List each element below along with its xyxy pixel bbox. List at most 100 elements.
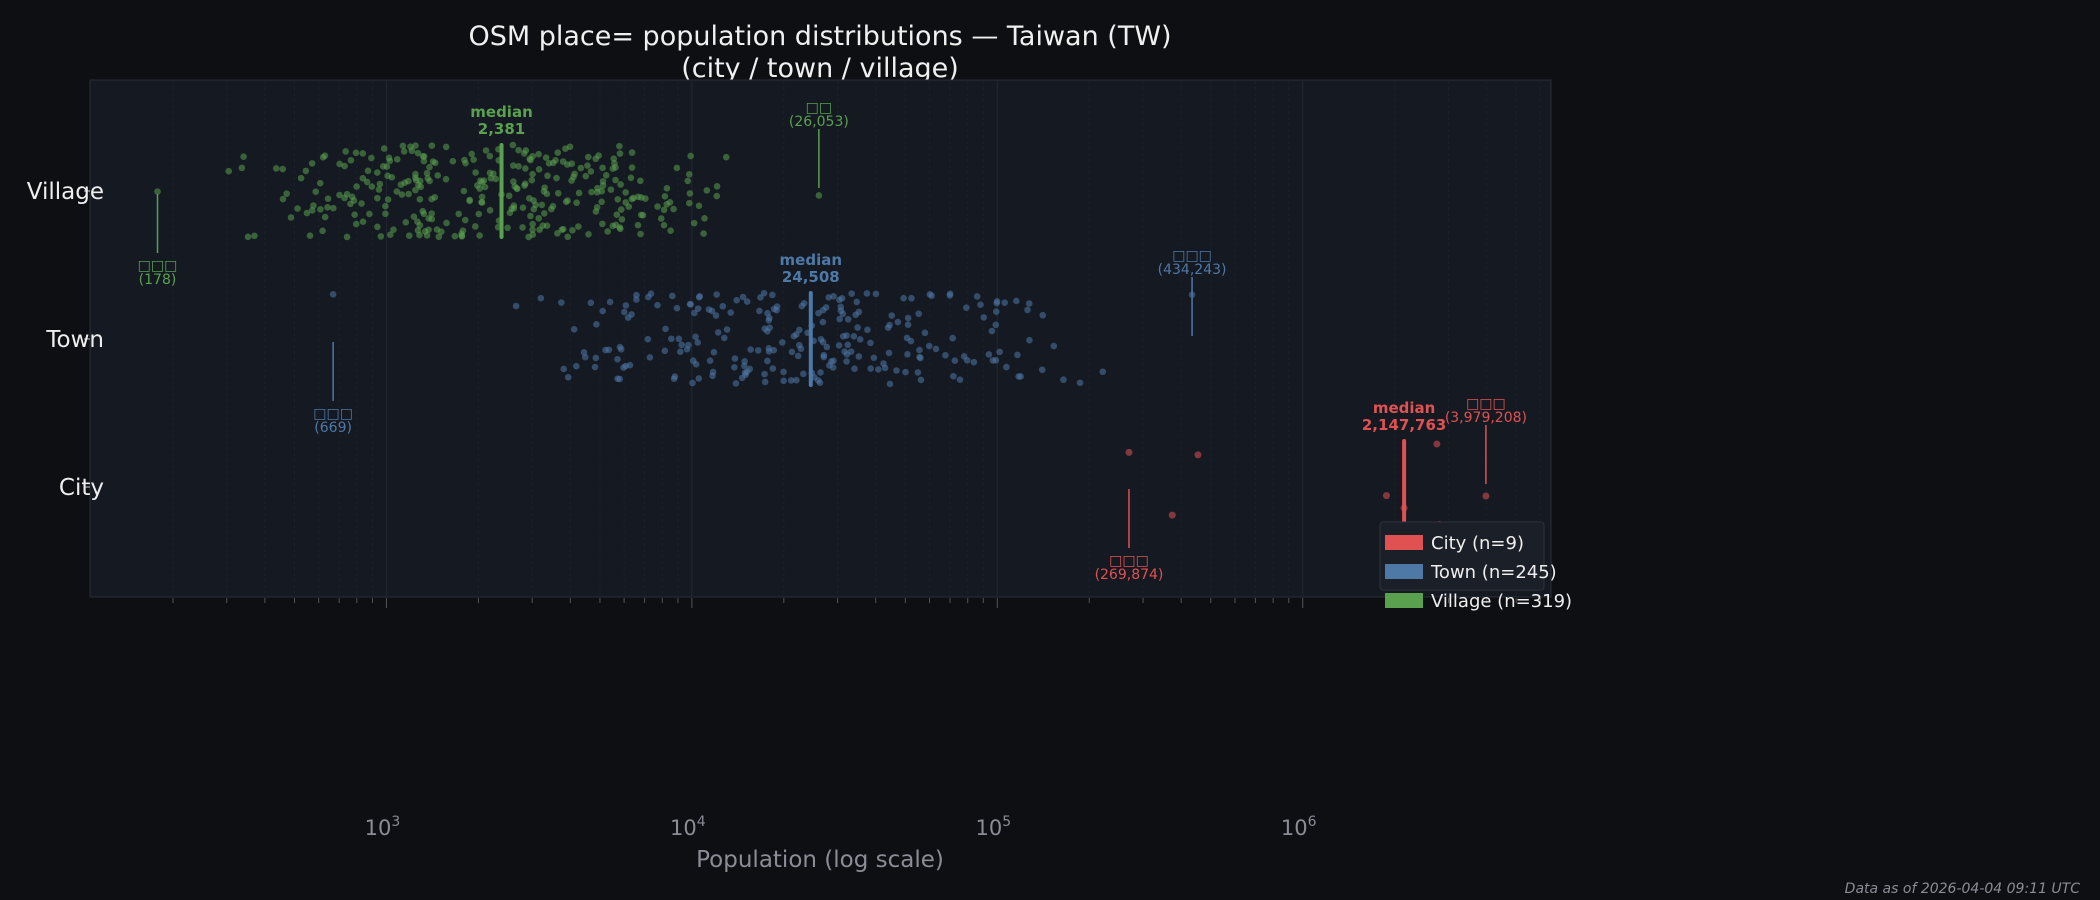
point-town bbox=[856, 336, 864, 343]
point-village bbox=[602, 172, 610, 179]
point-village bbox=[552, 156, 559, 164]
point-town bbox=[915, 310, 923, 318]
min-name-city: □□□ bbox=[1109, 553, 1149, 569]
point-town bbox=[780, 368, 787, 376]
point-town bbox=[756, 307, 763, 315]
point-village bbox=[405, 177, 412, 185]
point-village bbox=[525, 233, 532, 241]
point-village bbox=[416, 195, 424, 203]
point-village bbox=[434, 172, 442, 179]
point-village bbox=[359, 218, 367, 226]
point-town bbox=[787, 377, 795, 384]
point-village bbox=[316, 179, 324, 187]
point-village bbox=[564, 233, 572, 241]
point-village bbox=[449, 157, 457, 165]
point-village bbox=[428, 142, 436, 149]
point-town bbox=[743, 298, 751, 305]
point-village bbox=[468, 150, 476, 158]
point-town bbox=[622, 362, 629, 370]
point-town bbox=[708, 307, 716, 315]
point-town bbox=[765, 316, 773, 324]
point-town bbox=[620, 308, 628, 316]
point-village bbox=[251, 232, 258, 240]
point-town bbox=[599, 307, 607, 315]
point-village bbox=[343, 190, 351, 198]
point-town bbox=[779, 339, 786, 346]
point-town bbox=[1017, 373, 1024, 380]
point-town bbox=[788, 348, 796, 356]
point-town bbox=[928, 292, 935, 300]
point-village bbox=[238, 164, 246, 172]
point-town bbox=[963, 304, 970, 312]
point-village bbox=[306, 232, 314, 239]
point-village bbox=[475, 210, 483, 218]
min-name-town: □□□ bbox=[313, 406, 353, 422]
point-village bbox=[616, 224, 624, 231]
point-village bbox=[690, 219, 698, 227]
legend: City (n=9) Town (n=245) Village (n=319) bbox=[1379, 521, 1572, 612]
point-village bbox=[308, 160, 316, 167]
point-town bbox=[654, 301, 661, 309]
point-town bbox=[560, 365, 568, 373]
point-village bbox=[607, 186, 615, 193]
chart-title-line1: OSM place= population distributions — Ta… bbox=[468, 21, 1171, 52]
point-village bbox=[374, 194, 381, 202]
point-village bbox=[364, 167, 372, 175]
point-town bbox=[837, 307, 845, 314]
point-town bbox=[1039, 311, 1047, 319]
point-village bbox=[310, 202, 317, 209]
point-village bbox=[599, 220, 606, 228]
point-town bbox=[570, 325, 578, 333]
point-village bbox=[577, 164, 585, 172]
point-town bbox=[904, 351, 911, 358]
point-town bbox=[836, 315, 844, 323]
point-town bbox=[835, 342, 843, 349]
point-village bbox=[622, 189, 629, 196]
point-town bbox=[675, 335, 683, 343]
point-town bbox=[863, 290, 871, 297]
point-town bbox=[973, 293, 981, 300]
legend-swatch-town bbox=[1385, 564, 1423, 579]
point-town bbox=[582, 353, 589, 361]
point-village bbox=[405, 190, 412, 198]
point-village bbox=[599, 164, 606, 172]
point-town bbox=[769, 291, 776, 299]
point-town bbox=[917, 376, 925, 384]
point-village bbox=[617, 206, 625, 213]
point-village bbox=[442, 143, 450, 151]
point-village bbox=[443, 219, 450, 227]
point-village bbox=[703, 187, 711, 194]
point-village bbox=[660, 221, 668, 229]
point-village bbox=[660, 206, 668, 214]
point-village bbox=[701, 214, 708, 222]
point-town bbox=[904, 321, 912, 328]
point-town bbox=[1038, 366, 1046, 374]
point-town bbox=[916, 353, 923, 361]
point-village bbox=[535, 165, 543, 173]
point-village bbox=[374, 223, 381, 231]
point-town bbox=[733, 296, 740, 304]
point-town bbox=[848, 290, 855, 297]
point-town bbox=[1099, 368, 1107, 376]
point-village bbox=[573, 199, 580, 207]
point-village bbox=[416, 231, 423, 239]
point-village bbox=[587, 168, 595, 175]
point-village bbox=[385, 154, 393, 162]
point-village bbox=[431, 193, 439, 201]
point-town bbox=[851, 365, 858, 373]
point-town bbox=[977, 301, 984, 309]
point-village bbox=[451, 232, 459, 240]
point-village bbox=[414, 149, 422, 157]
point-village bbox=[541, 184, 548, 191]
point-village bbox=[330, 204, 337, 212]
point-town bbox=[914, 369, 922, 376]
point-city bbox=[1125, 448, 1133, 456]
point-town bbox=[907, 337, 915, 345]
point-town bbox=[593, 321, 600, 328]
point-village bbox=[575, 223, 582, 230]
point-town bbox=[773, 303, 781, 310]
point-town bbox=[669, 292, 676, 300]
point-village bbox=[598, 198, 605, 206]
point-village bbox=[510, 178, 517, 185]
point-town bbox=[732, 380, 740, 387]
